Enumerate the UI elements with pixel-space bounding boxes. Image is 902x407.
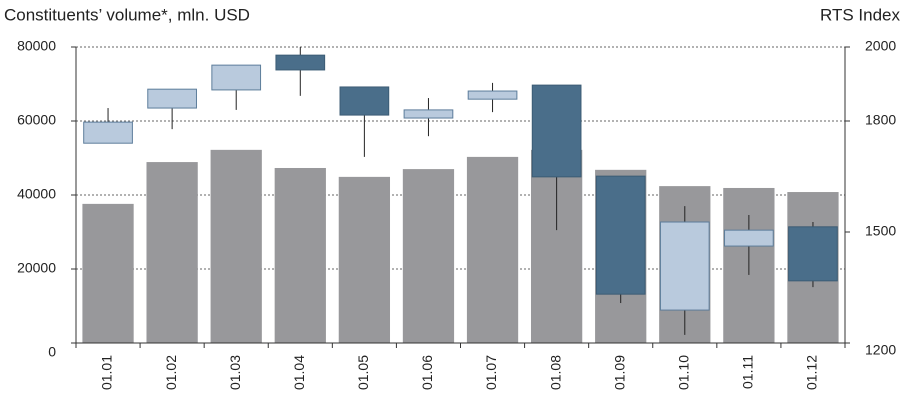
x-tick-label: 01.05	[355, 355, 371, 390]
x-tick-label: 01.11	[740, 355, 756, 389]
candle-body	[339, 86, 390, 116]
candle-body	[531, 84, 582, 178]
candle-body	[275, 54, 326, 71]
x-tick-label: 01.08	[547, 355, 563, 390]
candle-body	[83, 121, 133, 144]
y2-tick-label: 1200	[865, 342, 896, 358]
y-tick-label: 60000	[17, 112, 56, 128]
candle-body	[595, 175, 646, 295]
candle-body	[724, 229, 774, 247]
candle-body	[659, 221, 710, 311]
x-tick-label: 01.04	[291, 355, 307, 390]
candle-body	[788, 226, 838, 282]
y2-tick-label: 1500	[865, 223, 896, 239]
y-tick-label: 40000	[17, 186, 56, 202]
x-tick-label: 01.12	[804, 355, 820, 390]
candle-body	[467, 90, 518, 100]
bar	[402, 169, 455, 343]
bar	[146, 162, 198, 343]
y-tick-label: 0	[48, 344, 56, 360]
y2-tick-label: 1800	[865, 112, 896, 128]
y-axis-title: Constituents’ volume*, mln. USD	[4, 5, 250, 24]
x-tick-label: 01.09	[611, 355, 627, 390]
y-tick-label: 20000	[17, 260, 56, 276]
x-tick-label: 01.01	[99, 355, 115, 390]
y2-axis-title: RTS Index	[820, 5, 901, 24]
x-tick-label: 01.06	[419, 355, 435, 390]
y-tick-label: 80000	[17, 38, 56, 54]
bar	[338, 176, 391, 343]
x-tick-label: 01.03	[227, 355, 243, 390]
bar	[82, 203, 134, 343]
candle-body	[211, 64, 262, 91]
bar	[466, 156, 519, 343]
bar	[274, 167, 326, 343]
x-tick-label: 01.02	[163, 355, 179, 390]
bar	[210, 149, 262, 343]
x-tick-label: 01.07	[483, 355, 499, 390]
candle-body	[403, 109, 454, 119]
y2-tick-label: 2000	[865, 38, 896, 54]
candle-body	[147, 88, 197, 109]
x-tick-label: 01.10	[675, 355, 691, 390]
